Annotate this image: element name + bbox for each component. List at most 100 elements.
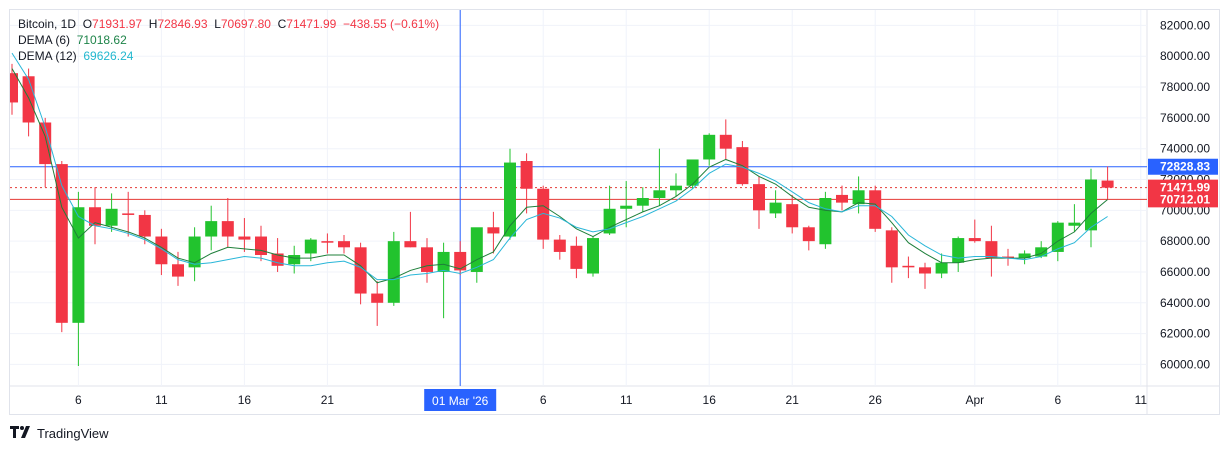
y-tick-label: 62000.00 [1160, 327, 1210, 341]
candle-body [786, 204, 799, 228]
candle-body [553, 239, 566, 252]
price-axis: 60000.00 62000.00 64000.00 66000.00 68000.00… [1148, 18, 1218, 371]
candle-body [719, 134, 732, 149]
candle [288, 245, 301, 274]
candle [304, 238, 317, 262]
candle [653, 148, 666, 206]
candle-body [271, 253, 284, 266]
candle-body [255, 236, 267, 256]
candle-body [188, 236, 201, 268]
symbol-label[interactable]: Bitcoin, 1D [18, 17, 77, 31]
grid-lines [10, 10, 1219, 414]
crosshair-date-bg [424, 389, 497, 411]
candle [39, 117, 52, 188]
ohlc-row: Bitcoin, 1D O71931.97 H72846.93 L70697.8… [18, 16, 439, 32]
candlestick-chart[interactable]: 60000.00 62000.00 64000.00 66000.00 68000.00… [10, 10, 1219, 414]
open-label: O [82, 17, 93, 31]
candle-body [238, 236, 251, 240]
tradingview-brand[interactable]: TradingView [37, 426, 109, 441]
candle [1002, 248, 1014, 266]
crosshair-date-label: 01 Mar '26 [424, 389, 497, 411]
candle-body [1101, 180, 1114, 188]
dema-fast-row[interactable]: DEMA (6) 71018.62 [18, 32, 439, 48]
candle-body [753, 184, 765, 211]
candle-body [39, 122, 52, 165]
candle-body [122, 213, 135, 215]
candle [188, 227, 201, 282]
chart-frame[interactable]: 60000.00 62000.00 64000.00 66000.00 68000.00… [9, 9, 1220, 415]
candle [670, 173, 682, 197]
candle-body [22, 76, 35, 123]
candle [205, 205, 218, 251]
candle [769, 190, 782, 219]
change-value: −438.55 (−0.61%) [343, 17, 440, 31]
candle [753, 176, 765, 229]
candle-body [1051, 222, 1064, 252]
dema-fast-line [11, 68, 1108, 284]
candle-body [1068, 222, 1081, 226]
candle-body [221, 221, 234, 237]
y-tick-label: 82000.00 [1160, 18, 1210, 32]
candle-body [138, 214, 151, 237]
candle [919, 262, 931, 289]
candle-body [454, 251, 467, 271]
candle-body [487, 227, 500, 234]
dema-slow-value: 69626.24 [83, 49, 134, 63]
crosshair-price-label-text: 72828.83 [1160, 160, 1210, 174]
candle [255, 225, 267, 262]
price-marker-label-text: 70712.01 [1160, 192, 1210, 206]
candle [55, 161, 68, 333]
candle [952, 236, 965, 272]
candle-body [437, 251, 450, 272]
candle [10, 63, 18, 115]
candle-body [404, 241, 417, 248]
candle-body [1002, 256, 1014, 259]
candle-body [869, 190, 882, 229]
candle-body [155, 236, 168, 265]
x-tick-label: 6 [75, 393, 82, 407]
candle [902, 256, 915, 279]
y-tick-label: 66000.00 [1160, 265, 1210, 279]
candle [354, 242, 367, 305]
candle-body [304, 239, 317, 254]
time-axis: 6 11 16 21 6 11 16 21 26 Apr 6 11 01 Mar '26 [75, 389, 1147, 411]
dema-slow-row[interactable]: DEMA (12) 69626.24 [18, 48, 439, 64]
candle-body [952, 238, 965, 263]
crosshair [10, 10, 1147, 386]
candle-body [205, 221, 218, 237]
candle-body [819, 198, 832, 245]
candle [537, 185, 550, 249]
candle [553, 234, 566, 260]
candle [703, 133, 716, 166]
candle [852, 176, 865, 214]
price-marker-lines [10, 187, 1147, 200]
chart-legend: Bitcoin, 1D O71931.97 H72846.93 L70697.8… [18, 16, 439, 64]
candle-body [1085, 179, 1097, 231]
candle-body [769, 202, 782, 214]
candle-body [1035, 247, 1048, 257]
candle-body [421, 247, 433, 272]
x-tick-label: 6 [1054, 393, 1061, 407]
candle [504, 148, 516, 240]
dema-slow-label: DEMA (12) [18, 49, 77, 63]
candle-body [902, 265, 915, 268]
y-tick-label: 74000.00 [1160, 142, 1210, 156]
open-value: 71931.97 [92, 17, 143, 31]
candle-body [172, 264, 184, 277]
y-tick-label: 76000.00 [1160, 111, 1210, 125]
candle-body [935, 262, 948, 274]
candle [155, 228, 168, 276]
x-tick-label: 16 [238, 393, 252, 407]
candle [487, 211, 500, 254]
candle [587, 236, 599, 277]
candle-body [105, 208, 118, 226]
candle-body [1018, 253, 1031, 259]
dema-lines [11, 52, 1108, 284]
crosshair-date-text: 01 Mar '26 [432, 394, 489, 408]
x-tick-label: 11 [1135, 393, 1148, 407]
candle [570, 236, 583, 279]
candle [1085, 168, 1097, 248]
candle-body [636, 198, 649, 206]
candle-body [89, 207, 101, 226]
tradingview-logo-icon[interactable] [10, 426, 32, 441]
